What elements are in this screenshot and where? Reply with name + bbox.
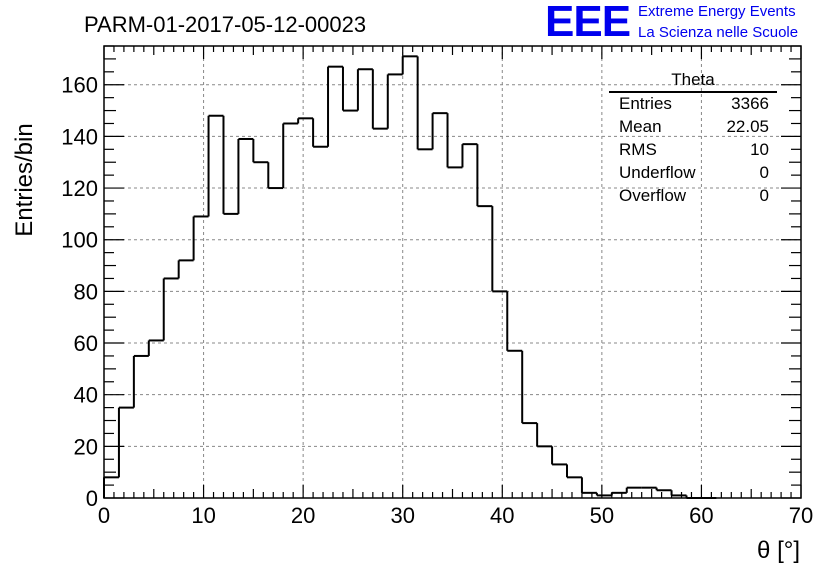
- y-axis-label: Entries/bin: [11, 123, 38, 236]
- x-tick-label: 10: [191, 503, 215, 528]
- stats-value: 0: [759, 186, 769, 205]
- y-tick-label: 160: [61, 73, 98, 98]
- stats-value: 0: [759, 163, 769, 182]
- y-tick-label: 60: [74, 331, 98, 356]
- y-tick-label: 80: [74, 279, 98, 304]
- x-tick-label: 50: [590, 503, 614, 528]
- x-tick-label: 60: [689, 503, 713, 528]
- y-tick-label: 120: [61, 176, 98, 201]
- stats-row-entries: Entries 3366: [609, 93, 777, 116]
- x-tick-label: 70: [789, 503, 813, 528]
- stats-row-underflow: Underflow 0: [609, 162, 777, 185]
- y-tick-label: 40: [74, 383, 98, 408]
- stats-value: 3366: [731, 94, 769, 113]
- x-axis-label: θ [°]: [757, 537, 800, 564]
- stats-label: Mean: [619, 117, 662, 136]
- stats-label: RMS: [619, 140, 657, 159]
- stats-box: Theta Entries 3366 Mean 22.05 RMS 10 Und…: [609, 70, 777, 208]
- stats-label: Underflow: [619, 163, 696, 182]
- y-tick-label: 140: [61, 124, 98, 149]
- stats-box-title: Theta: [609, 70, 777, 93]
- stats-row-mean: Mean 22.05: [609, 116, 777, 139]
- stats-label: Entries: [619, 94, 672, 113]
- y-tick-label: 20: [74, 434, 98, 459]
- logo-line-2: La Scienza nelle Scuole: [638, 24, 799, 41]
- x-tick-label: 40: [490, 503, 514, 528]
- logo-line-1: Extreme Energy Events: [638, 3, 796, 20]
- grid-lines: [104, 46, 801, 498]
- x-tick-label: 30: [390, 503, 414, 528]
- stats-row-rms: RMS 10: [609, 139, 777, 162]
- y-tick-label: 100: [61, 228, 98, 253]
- eee-logo: EEE: [545, 0, 631, 46]
- chart-title: PARM-01-2017-05-12-00023: [84, 12, 367, 37]
- x-tick-label: 20: [291, 503, 315, 528]
- x-tick-label: 0: [98, 503, 110, 528]
- y-tick-label: 0: [86, 486, 98, 511]
- stats-value: 22.05: [726, 117, 769, 136]
- stats-label: Overflow: [619, 186, 687, 205]
- stats-value: 10: [750, 140, 769, 159]
- stats-row-overflow: Overflow 0: [609, 185, 777, 208]
- axis-ticks: [103, 45, 802, 499]
